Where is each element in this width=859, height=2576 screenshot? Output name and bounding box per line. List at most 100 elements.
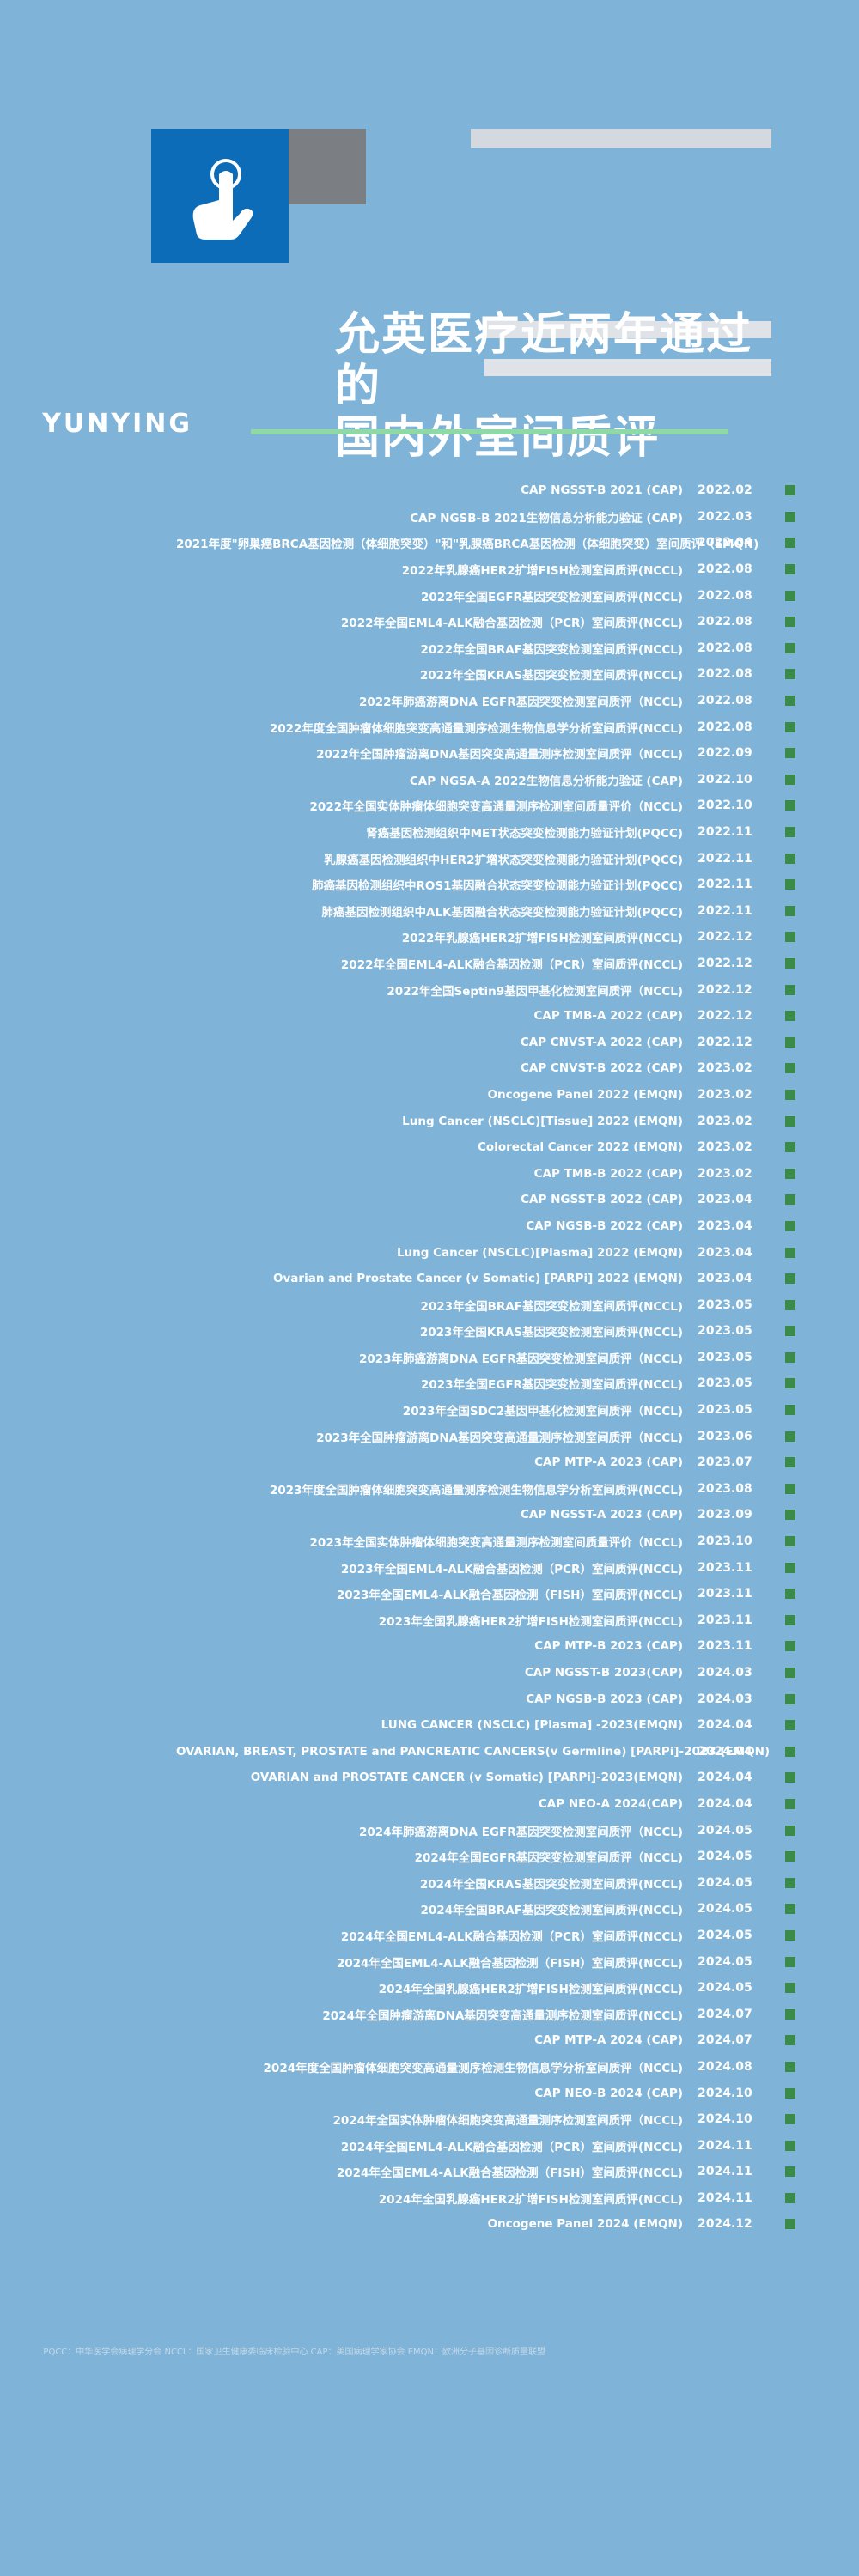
bullet-icon: [785, 800, 795, 811]
entry-date: 2024.10: [698, 2112, 752, 2127]
bullet-icon: [785, 1089, 795, 1100]
entry-date: 2024.10: [698, 2086, 752, 2100]
entry-date: 2022.12: [698, 982, 752, 997]
list-item: 2022.08 2022年全国EGFR基因突变检测室间质评(NCCL): [0, 582, 859, 609]
bullet-icon: [785, 2114, 795, 2125]
entry-name: 2022年乳腺癌HER2扩增FISH检测室间质评(NCCL): [401, 932, 683, 946]
list-item: 2022.10 CAP NGSA-A 2022生物信息分析能力验证 (CAP): [0, 767, 859, 793]
bullet-icon: [785, 879, 795, 890]
entry-name: 肺癌基因检测组织中ALK基因融合状态突变检测能力验证计划(PQCC): [321, 905, 683, 920]
list-item: 2024.05 2024年肺癌游离DNA EGFR基因突变检测室间质评（NCCL): [0, 1817, 859, 1844]
bullet-icon: [785, 2192, 795, 2203]
entry-name: 2024年全国乳腺癌HER2扩增FISH检测室间质评(NCCL): [378, 1983, 683, 1997]
entry-name: Ovarian and Prostate Cancer (v Somatic) …: [273, 1272, 683, 1286]
list-item: 2024.11 2024年全国乳腺癌HER2扩增FISH检测室间质评(NCCL): [0, 2185, 859, 2212]
bullet-icon: [785, 1746, 795, 1757]
list-item: 2023.06 2023年全国肿瘤游离DNA基因突变高通量测序检测室间质评（NCC…: [0, 1423, 859, 1449]
entry-date: 2023.07: [698, 1455, 752, 1470]
entry-name: 2023年肺癌游离DNA EGFR基因突变检测室间质评（NCCL): [358, 1352, 683, 1366]
entry-date: 2024.07: [698, 2033, 752, 2048]
bullet-icon: [785, 1273, 795, 1285]
bullet-icon: [785, 2008, 795, 2020]
list-item: 2023.05 2023年全国BRAF基因突变检测室间质评(NCCL): [0, 1291, 859, 1318]
entry-date: 2024.05: [698, 1981, 752, 1996]
entry-date: 2023.02: [698, 1087, 752, 1102]
entry-name: LUNG CANCER (NSCLC) [Plasma] -2023(EMQN): [381, 1718, 683, 1733]
entry-date: 2023.04: [698, 1193, 752, 1207]
entry-name: 2022年全国EML4-ALK融合基因检测（PCR）室间质评(NCCL): [340, 957, 683, 972]
entry-name: 2024年度全国肿瘤体细胞突变高通量测序检测生物信息学分析室间质评（NCCL): [263, 2061, 683, 2075]
list-item: 2023.05 2023年全国KRAS基因突变检测室间质评(NCCL): [0, 1318, 859, 1345]
bullet-icon: [785, 1720, 795, 1731]
entry-date: 2023.11: [698, 1587, 752, 1601]
bullet-icon: [785, 485, 795, 496]
list-item: 2022.08 2022年全国EML4-ALK融合基因检测（PCR）室间质评(NC…: [0, 609, 859, 635]
bullet-icon: [785, 1036, 795, 1048]
entry-name: CAP NGSST-B 2022 (CAP): [521, 1193, 683, 1207]
entry-list: 2022.02 CAP NGSST-B 2021 (CAP) 2022.03 CAP …: [0, 477, 859, 2238]
bullet-icon: [785, 590, 795, 601]
list-item: 2024.12 Oncogene Panel 2024 (EMQN): [0, 2211, 859, 2238]
entry-name: 2022年肺癌游离DNA EGFR基因突变检测室间质评（NCCL): [358, 696, 683, 710]
bullet-icon: [785, 1431, 795, 1442]
bullet-icon: [785, 721, 795, 732]
bullet-icon: [785, 1063, 795, 1074]
list-item: 2022.08 2022年乳腺癌HER2扩增FISH检测室间质评(NCCL): [0, 556, 859, 583]
entry-name: 2023年全国实体肿瘤体细胞突变高通量测序检测室间质量评价（NCCL): [309, 1536, 683, 1551]
bullet-icon: [785, 1115, 795, 1127]
bullet-icon: [785, 617, 795, 628]
entry-name: 2024年全国EML4-ALK融合基因检测（PCR）室间质评(NCCL): [340, 2140, 683, 2154]
list-item: 2024.10 2024年全国实体肿瘤体细胞突变高通量测序检测室间质评（NCCL): [0, 2106, 859, 2133]
list-item: 2023.08 2023年度全国肿瘤体细胞突变高通量测序检测生物信息学分析室间质评…: [0, 1476, 859, 1503]
entry-date: 2023.02: [698, 1166, 752, 1181]
bullet-icon: [785, 1956, 795, 1967]
list-item: 2023.11 CAP MTP-B 2023 (CAP): [0, 1633, 859, 1660]
entry-date: 2022.10: [698, 799, 752, 813]
bullet-icon: [785, 1352, 795, 1363]
entry-name: 2023年全国肿瘤游离DNA基因突变高通量测序检测室间质评（NCCL): [316, 1431, 683, 1445]
bullet-icon: [785, 1589, 795, 1600]
bullet-icon: [785, 696, 795, 707]
list-item: 2024.04 OVARIAN, BREAST, PROSTATE and PAN…: [0, 1739, 859, 1765]
list-item: 2023.05 2023年全国EGFR基因突变检测室间质评(NCCL): [0, 1370, 859, 1397]
bullet-icon: [785, 642, 795, 653]
list-item: 2022.11 肺癌基因检测组织中ALK基因融合状态突变检测能力验证计划(PQCC…: [0, 898, 859, 925]
list-item: 2023.11 2023年全国EML4-ALK融合基因检测（FISH）室间质评(N…: [0, 1581, 859, 1607]
bullet-icon: [785, 1904, 795, 1915]
top-gray-bar: [471, 129, 771, 148]
list-item: 2022.12 2022年全国EML4-ALK融合基因检测（PCR）室间质评(NC…: [0, 951, 859, 977]
entry-date: 2022.08: [698, 641, 752, 655]
entry-name: 2024年全国EML4-ALK融合基因检测（PCR）室间质评(NCCL): [340, 1929, 683, 1944]
entry-name: 2024年全国EML4-ALK融合基因检测（FISH）室间质评(NCCL): [336, 2166, 683, 2181]
entry-date: 2023.04: [698, 1218, 752, 1233]
entry-name: 2024年全国肿瘤游离DNA基因突变高通量测序检测室间质评(NCCL): [322, 2008, 683, 2023]
entry-date: 2024.05: [698, 1954, 752, 1969]
entry-date: 2023.05: [698, 1297, 752, 1312]
list-item: 2023.04 Ovarian and Prostate Cancer (v So…: [0, 1266, 859, 1292]
bullet-icon: [785, 2219, 795, 2230]
bullet-icon: [785, 669, 795, 680]
entry-name: CAP NEO-B 2024 (CAP): [534, 2086, 683, 2100]
entry-name: 2022年全国EML4-ALK融合基因检测（PCR）室间质评(NCCL): [340, 617, 683, 631]
entry-name: CAP NGSB-B 2021生物信息分析能力验证 (CAP): [410, 511, 683, 526]
list-item: 2022.11 肺癌基因检测组织中ROS1基因融合状态突变检测能力验证计划(PQC…: [0, 872, 859, 898]
list-item: 2024.11 2024年全国EML4-ALK融合基因检测（FISH）室间质评(N…: [0, 2159, 859, 2185]
entry-name: 2022年全国BRAF基因突变检测室间质评(NCCL): [420, 642, 683, 657]
entry-date: 2022.08: [698, 720, 752, 734]
entry-date: 2023.05: [698, 1350, 752, 1364]
list-item: 2022.08 2022年度全国肿瘤体细胞突变高通量测序检测生物信息学分析室间质评…: [0, 714, 859, 740]
entry-date: 2022.11: [698, 903, 752, 918]
bullet-icon: [785, 748, 795, 759]
list-item: 2023.02 Colorectal Cancer 2022 (EMQN): [0, 1134, 859, 1161]
bullet-icon: [785, 1668, 795, 1679]
bullet-icon: [785, 774, 795, 785]
bullet-icon: [785, 1142, 795, 1153]
entry-name: 2021年度"卵巢癌BRCA基因检测（体细胞突变）"和"乳腺癌BRCA基因检测（…: [176, 538, 759, 552]
footer-note: PQCC：中华医学会病理学分会 NCCL：国家卫生健康委临床检验中心 CAP：美…: [43, 2344, 713, 2357]
bullet-icon: [785, 1326, 795, 1337]
entry-date: 2022.08: [698, 562, 752, 577]
list-item: 2023.04 CAP NGSB-B 2022 (CAP): [0, 1213, 859, 1240]
bullet-icon: [785, 1798, 795, 1809]
bullet-icon: [785, 1011, 795, 1022]
list-item: 2024.05 2024年全国EML4-ALK融合基因检测（FISH）室间质评(N…: [0, 1948, 859, 1975]
